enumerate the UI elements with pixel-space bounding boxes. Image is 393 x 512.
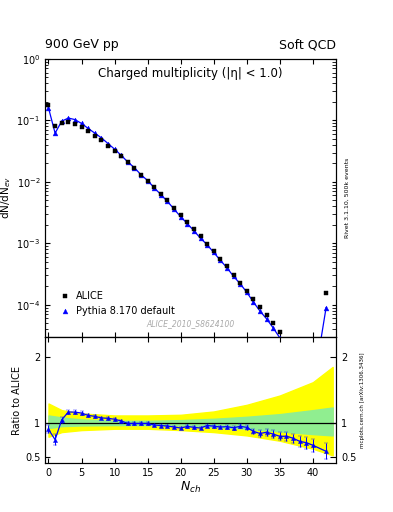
- Legend: ALICE, Pythia 8.170 default: ALICE, Pythia 8.170 default: [56, 289, 177, 318]
- ALICE: [73, 121, 77, 127]
- ALICE: [284, 338, 289, 344]
- Pythia 8.170 default: [66, 115, 71, 121]
- Pythia 8.170 default: [205, 242, 209, 248]
- ALICE: [185, 219, 190, 225]
- Y-axis label: Rivet 3.1.10, 500k events: Rivet 3.1.10, 500k events: [345, 158, 350, 238]
- Text: 900 GeV pp: 900 GeV pp: [45, 38, 119, 51]
- ALICE: [218, 255, 223, 262]
- ALICE: [86, 129, 90, 135]
- Pythia 8.170 default: [185, 221, 190, 227]
- ALICE: [310, 375, 315, 381]
- ALICE: [271, 320, 275, 326]
- Pythia 8.170 default: [132, 164, 137, 170]
- ALICE: [66, 119, 71, 125]
- ALICE: [92, 133, 97, 139]
- ALICE: [152, 184, 156, 190]
- ALICE: [211, 248, 216, 254]
- Pythia 8.170 default: [145, 178, 150, 184]
- Pythia 8.170 default: [244, 289, 249, 295]
- Text: ALICE_2010_S8624100: ALICE_2010_S8624100: [147, 319, 235, 329]
- Pythia 8.170 default: [86, 125, 90, 132]
- ALICE: [277, 329, 282, 335]
- ALICE: [258, 304, 263, 310]
- Pythia 8.170 default: [79, 120, 84, 126]
- Pythia 8.170 default: [324, 305, 329, 311]
- Pythia 8.170 default: [119, 152, 123, 158]
- Pythia 8.170 default: [291, 354, 296, 360]
- Pythia 8.170 default: [59, 118, 64, 124]
- Pythia 8.170 default: [277, 335, 282, 341]
- ALICE: [132, 164, 137, 170]
- Pythia 8.170 default: [284, 344, 289, 350]
- Pythia 8.170 default: [172, 206, 176, 212]
- Pythia 8.170 default: [198, 235, 203, 241]
- Pythia 8.170 default: [191, 228, 196, 234]
- ALICE: [145, 178, 150, 184]
- Text: Soft QCD: Soft QCD: [279, 38, 336, 51]
- ALICE: [106, 142, 110, 148]
- Pythia 8.170 default: [211, 249, 216, 255]
- Pythia 8.170 default: [258, 308, 263, 314]
- ALICE: [53, 122, 57, 129]
- ALICE: [158, 190, 163, 197]
- X-axis label: $N_{ch}$: $N_{ch}$: [180, 480, 201, 495]
- Pythia 8.170 default: [165, 198, 170, 204]
- ALICE: [291, 348, 296, 354]
- Pythia 8.170 default: [73, 117, 77, 123]
- Pythia 8.170 default: [99, 135, 104, 141]
- ALICE: [264, 312, 269, 318]
- ALICE: [198, 233, 203, 240]
- Pythia 8.170 default: [231, 273, 236, 280]
- Pythia 8.170 default: [298, 365, 302, 371]
- ALICE: [231, 271, 236, 278]
- ALICE: [99, 137, 104, 143]
- Pythia 8.170 default: [112, 146, 117, 152]
- Pythia 8.170 default: [304, 375, 309, 381]
- ALICE: [125, 159, 130, 165]
- Pythia 8.170 default: [125, 159, 130, 165]
- ALICE: [79, 124, 84, 131]
- ALICE: [112, 148, 117, 154]
- Line: ALICE: ALICE: [46, 103, 329, 380]
- Pythia 8.170 default: [310, 386, 315, 392]
- ALICE: [59, 119, 64, 125]
- ALICE: [165, 197, 170, 203]
- ALICE: [298, 356, 302, 362]
- Pythia 8.170 default: [92, 130, 97, 136]
- Pythia 8.170 default: [158, 191, 163, 198]
- Pythia 8.170 default: [271, 325, 275, 331]
- Pythia 8.170 default: [53, 130, 57, 136]
- Pythia 8.170 default: [152, 185, 156, 191]
- ALICE: [46, 102, 51, 109]
- Pythia 8.170 default: [225, 265, 230, 271]
- Pythia 8.170 default: [264, 316, 269, 322]
- ALICE: [324, 290, 329, 296]
- ALICE: [139, 172, 143, 178]
- ALICE: [172, 205, 176, 211]
- Pythia 8.170 default: [106, 140, 110, 146]
- Pythia 8.170 default: [251, 299, 256, 305]
- ALICE: [225, 263, 230, 269]
- ALICE: [304, 366, 309, 372]
- ALICE: [178, 212, 183, 218]
- Y-axis label: mcplots.cern.ch [arXiv:1306.3436]: mcplots.cern.ch [arXiv:1306.3436]: [360, 352, 365, 448]
- Pythia 8.170 default: [218, 257, 223, 263]
- Pythia 8.170 default: [139, 172, 143, 178]
- Y-axis label: Ratio to ALICE: Ratio to ALICE: [12, 366, 22, 435]
- Pythia 8.170 default: [46, 105, 51, 111]
- ALICE: [251, 295, 256, 302]
- Pythia 8.170 default: [178, 214, 183, 220]
- Line: Pythia 8.170 default: Pythia 8.170 default: [46, 105, 329, 391]
- ALICE: [119, 153, 123, 159]
- ALICE: [191, 226, 196, 232]
- ALICE: [205, 241, 209, 247]
- Y-axis label: dN/dN$_{ev}$: dN/dN$_{ev}$: [0, 176, 13, 220]
- ALICE: [244, 288, 249, 294]
- ALICE: [238, 280, 242, 286]
- Text: Charged multiplicity (|η| < 1.0): Charged multiplicity (|η| < 1.0): [98, 67, 283, 80]
- Pythia 8.170 default: [238, 281, 242, 287]
